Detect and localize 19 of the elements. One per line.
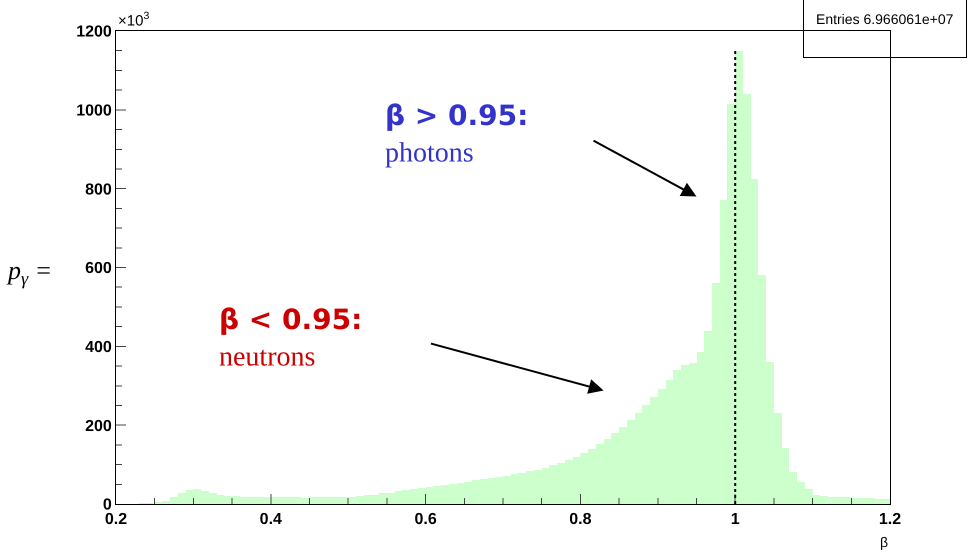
annotation: β < 0.95: neutrons (219, 303, 362, 372)
text: ×10$^{3}$ (118, 10, 150, 30)
y-axis-title: p$_{γ}$ = (6, 256, 52, 288)
y-tick-label: 800 (85, 181, 112, 198)
y-tick-label: 1200 (76, 24, 112, 41)
x-tick-label: 1.2 (878, 511, 902, 528)
y-tick-label: 400 (85, 338, 112, 356)
annotation: β > 0.95: photons (385, 99, 528, 168)
x-tick-label: 0.4 (260, 511, 282, 528)
y-tick-label: 600 (85, 260, 112, 278)
y-tick-label: 0 (102, 496, 112, 514)
y-tick-label: 200 (85, 418, 112, 435)
text: Entries 6.966061e+07 (816, 11, 954, 27)
x-tick-label: 1 (730, 511, 740, 528)
x-tick-label: 0.2 (104, 511, 128, 528)
x-tick-label: 0.8 (569, 511, 592, 528)
x-tick-label: 0.6 (414, 511, 437, 528)
y-tick-label: 1000 (76, 102, 112, 120)
x-axis-title: β (880, 534, 888, 550)
